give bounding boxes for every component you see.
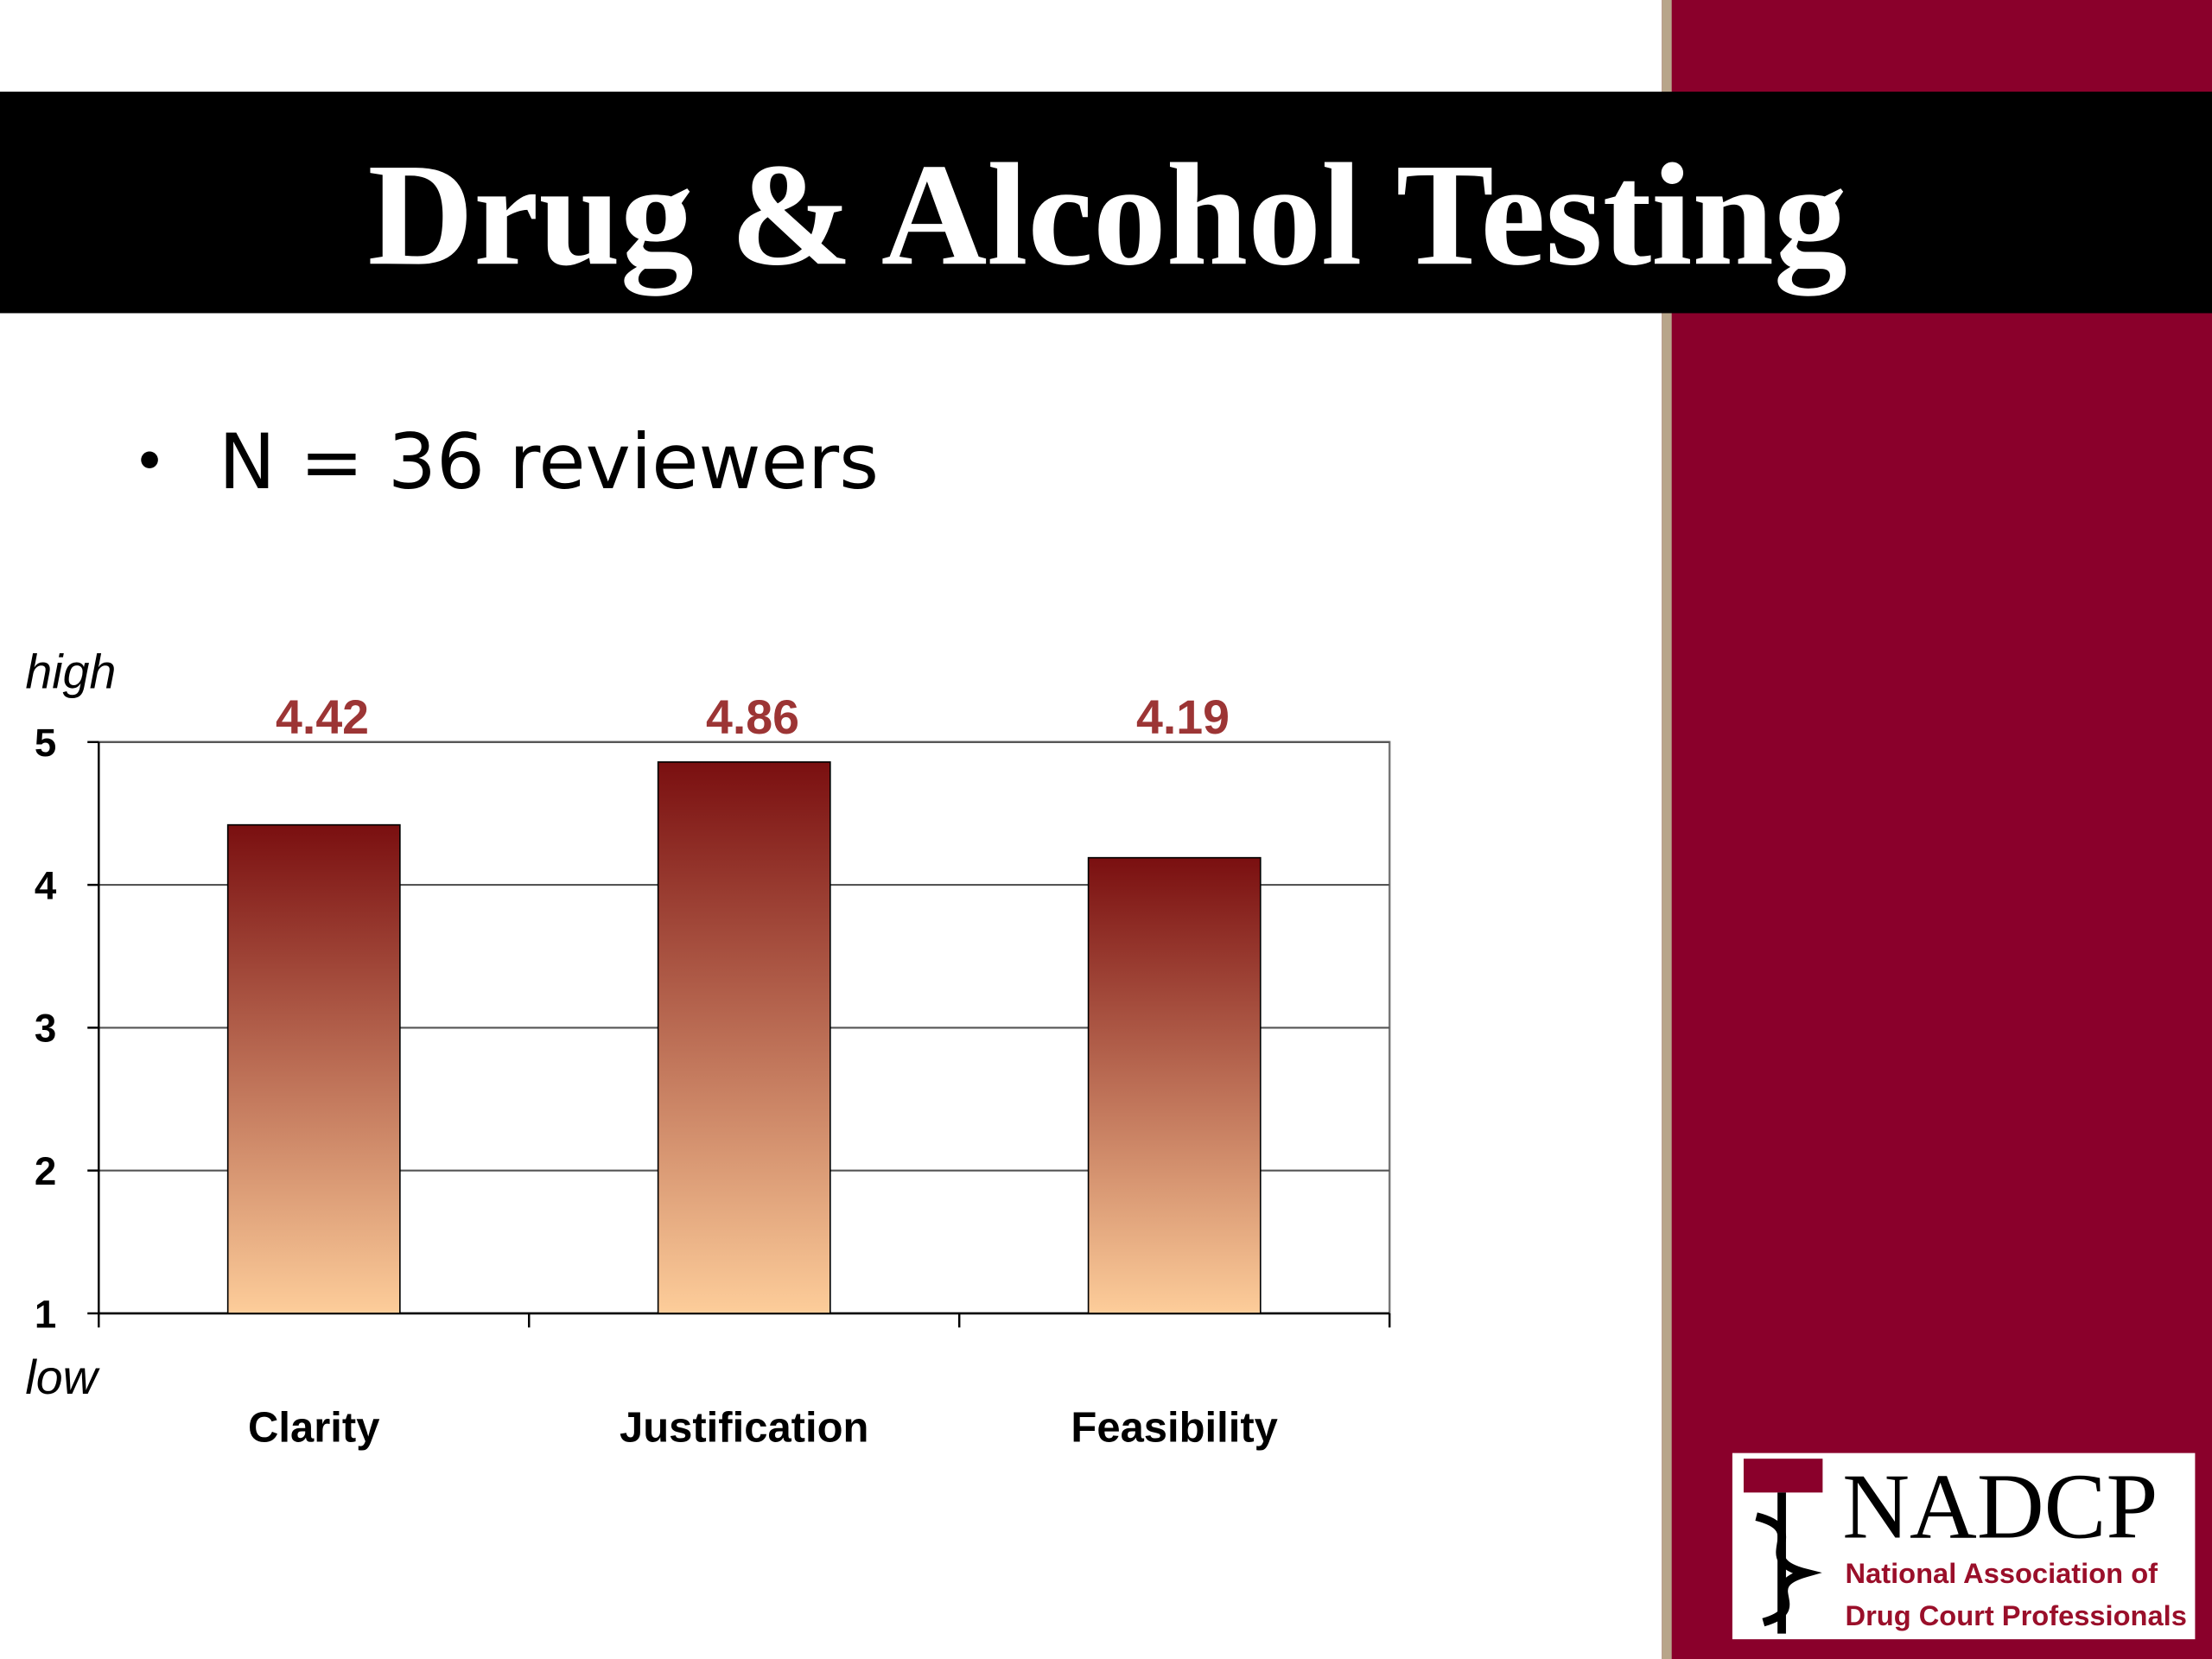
bar bbox=[226, 823, 401, 1314]
y-tick-label: 5 bbox=[35, 721, 56, 765]
logo-name: NADCP bbox=[1842, 1456, 2158, 1559]
y-high-label: high bbox=[25, 645, 116, 699]
x-tick-label: Feasibility bbox=[1071, 1405, 1278, 1452]
value-label: 4.42 bbox=[276, 690, 369, 744]
title: Drug & Alcohol Testing bbox=[368, 133, 1847, 296]
y-tick-label: 3 bbox=[35, 1007, 56, 1051]
logo: NADCP National Association of Drug Court… bbox=[1732, 1452, 2196, 1640]
title-bar bbox=[0, 92, 2212, 314]
x-tick-label: Clarity bbox=[248, 1405, 379, 1452]
value-label: 4.86 bbox=[706, 690, 799, 744]
bar bbox=[657, 761, 831, 1314]
y-tick-label: 2 bbox=[35, 1149, 56, 1193]
y-tick-label: 4 bbox=[35, 863, 57, 907]
y-low-label: low bbox=[25, 1351, 100, 1404]
logo-line1: National Association of bbox=[1846, 1557, 2158, 1589]
bullet-text: N = 36 reviewers bbox=[219, 417, 879, 506]
logo-gavel bbox=[1743, 1459, 1823, 1493]
x-tick-label: Justification bbox=[620, 1405, 868, 1452]
bar bbox=[1087, 856, 1262, 1314]
plot: 1 2 3 4 5 4.42 Clarity 4.86 Justification 4.19 Fea… bbox=[35, 690, 1391, 1452]
side-stripe bbox=[1662, 0, 1672, 1659]
logo-line2: Drug Court Professionals bbox=[1846, 1599, 2187, 1631]
value-label: 4.19 bbox=[1136, 690, 1230, 744]
logo-snake bbox=[1755, 1512, 1822, 1627]
bullet-dot bbox=[141, 451, 158, 469]
y-tick-label: 1 bbox=[35, 1292, 56, 1336]
